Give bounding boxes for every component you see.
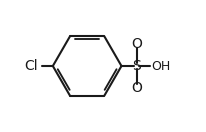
- Text: Cl: Cl: [25, 59, 38, 73]
- Text: S: S: [132, 59, 141, 73]
- Text: O: O: [131, 81, 142, 95]
- Text: O: O: [131, 37, 142, 51]
- Text: OH: OH: [151, 60, 170, 72]
